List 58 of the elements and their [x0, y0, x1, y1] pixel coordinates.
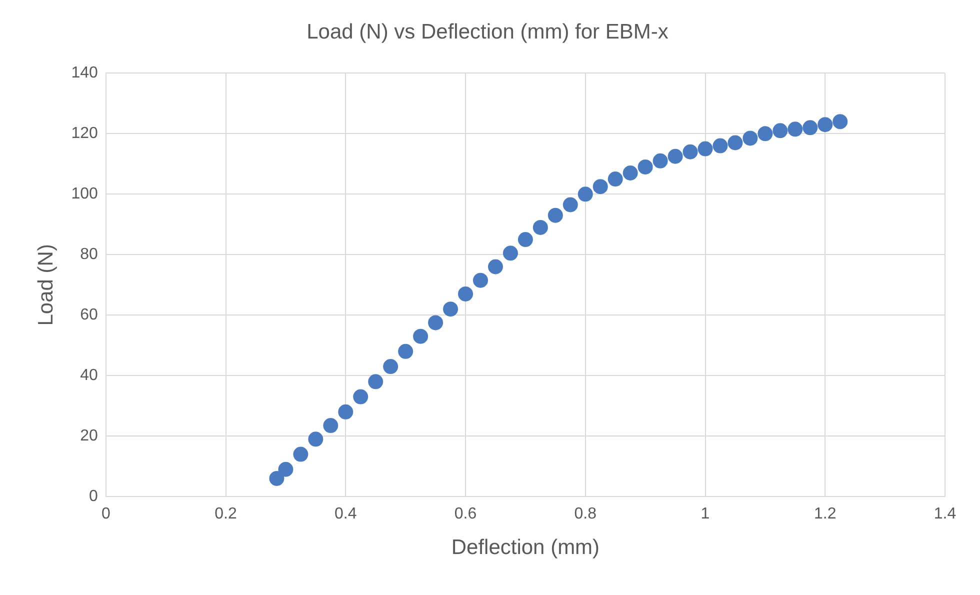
point	[652, 153, 668, 168]
x-tick-label: 1.2	[814, 506, 836, 523]
x-tick-label: 0.2	[214, 506, 237, 523]
point	[548, 208, 563, 223]
point	[413, 328, 428, 344]
y-tick-label: 40	[80, 367, 98, 384]
y-tick-label: 100	[71, 186, 98, 203]
point	[758, 126, 773, 142]
point	[308, 432, 324, 447]
chart-title: Load (N) vs Deflection (mm) for EBM-x	[306, 20, 669, 44]
point	[608, 172, 623, 187]
point	[698, 141, 713, 156]
point	[562, 197, 578, 212]
point	[788, 122, 803, 137]
y-tick-label: 60	[80, 306, 98, 324]
point	[682, 144, 698, 160]
point	[668, 148, 683, 164]
point	[428, 315, 444, 330]
point	[278, 462, 294, 477]
y-axis-title: Load (N)	[34, 244, 58, 326]
point	[353, 389, 368, 404]
point	[578, 186, 593, 202]
point	[488, 259, 503, 274]
y-tick-label: 0	[88, 488, 98, 506]
point	[383, 359, 398, 374]
x-tick-label: 0	[101, 506, 110, 523]
point	[398, 344, 414, 359]
point	[622, 166, 638, 180]
point	[832, 114, 848, 130]
x-tick-label: 1	[700, 506, 710, 523]
point	[712, 138, 728, 154]
point	[818, 117, 833, 132]
point	[338, 404, 354, 420]
point	[532, 220, 548, 235]
y-tick-label: 80	[80, 246, 98, 264]
x-axis-title: Deflection (mm)	[451, 536, 600, 560]
y-tick-label: 20	[80, 428, 98, 445]
point	[592, 179, 608, 194]
point	[458, 286, 474, 302]
point	[742, 130, 758, 146]
point	[323, 418, 338, 434]
point	[368, 374, 384, 390]
point	[802, 120, 818, 136]
point	[472, 272, 488, 288]
y-tick-label: 140	[71, 64, 98, 82]
x-tick-label: 0.6	[454, 506, 477, 523]
point	[502, 246, 518, 261]
point	[772, 123, 788, 138]
point	[638, 159, 653, 174]
point	[728, 135, 743, 150]
x-tick-label: 0.8	[574, 506, 597, 523]
point	[293, 446, 308, 462]
point	[443, 302, 458, 317]
y-tick-label: 120	[71, 125, 98, 142]
point	[269, 470, 284, 486]
x-tick-label: 0.4	[334, 506, 357, 523]
x-tick-label: 1.4	[934, 506, 956, 523]
point	[518, 232, 533, 248]
